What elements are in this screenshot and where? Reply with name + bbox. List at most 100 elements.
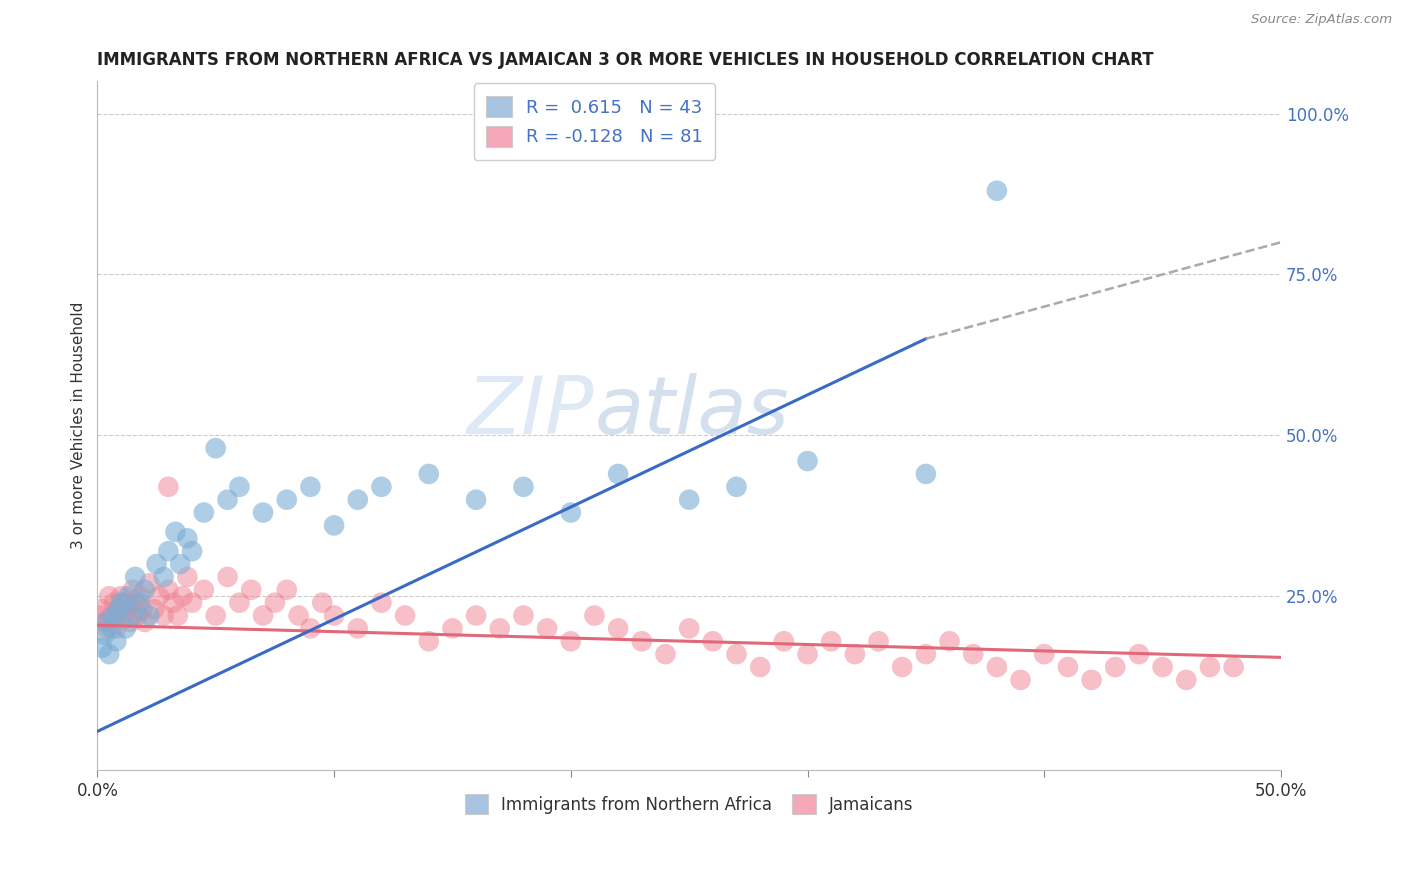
Point [252, 506, 274, 520]
Point [986, 660, 1008, 674]
Point [204, 441, 226, 455]
Point [117, 589, 139, 603]
Point [820, 634, 842, 648]
Point [252, 608, 274, 623]
Point [145, 557, 167, 571]
Point [488, 621, 510, 635]
Point [654, 647, 676, 661]
Point [1222, 660, 1244, 674]
Point [264, 596, 287, 610]
Point [107, 602, 129, 616]
Point [323, 518, 346, 533]
Point [346, 621, 368, 635]
Legend: Immigrants from Northern Africa, Jamaicans: Immigrants from Northern Africa, Jamaica… [454, 784, 924, 823]
Point [986, 184, 1008, 198]
Point [287, 608, 309, 623]
Point [138, 608, 160, 623]
Point [276, 582, 298, 597]
Point [193, 506, 215, 520]
Text: ZIP: ZIP [467, 373, 595, 450]
Point [193, 582, 215, 597]
Point [796, 647, 818, 661]
Point [217, 570, 239, 584]
Point [162, 596, 184, 610]
Point [120, 615, 142, 629]
Point [536, 621, 558, 635]
Point [228, 596, 250, 610]
Point [105, 621, 128, 635]
Point [131, 602, 153, 616]
Point [98, 589, 121, 603]
Point [346, 492, 368, 507]
Point [891, 660, 914, 674]
Point [172, 589, 194, 603]
Point [299, 621, 322, 635]
Point [394, 608, 416, 623]
Text: IMMIGRANTS FROM NORTHERN AFRICA VS JAMAICAN 3 OR MORE VEHICLES IN HOUSEHOLD CORR: IMMIGRANTS FROM NORTHERN AFRICA VS JAMAI… [97, 51, 1154, 69]
Text: atlas: atlas [595, 373, 789, 450]
Point [100, 621, 122, 635]
Point [157, 480, 180, 494]
Point [512, 608, 534, 623]
Point [630, 634, 652, 648]
Point [1175, 673, 1198, 687]
Point [560, 506, 582, 520]
Point [465, 608, 488, 623]
Point [121, 608, 143, 623]
Point [938, 634, 960, 648]
Point [1104, 660, 1126, 674]
Point [103, 608, 125, 623]
Point [583, 608, 606, 623]
Point [165, 524, 187, 539]
Point [152, 570, 174, 584]
Point [702, 634, 724, 648]
Point [176, 531, 198, 545]
Point [129, 589, 152, 603]
Point [107, 602, 129, 616]
Point [204, 608, 226, 623]
Point [129, 596, 152, 610]
Point [607, 621, 630, 635]
Point [512, 480, 534, 494]
Point [91, 640, 114, 655]
Point [152, 608, 174, 623]
Point [91, 602, 114, 616]
Point [370, 596, 392, 610]
Point [96, 621, 118, 635]
Y-axis label: 3 or more Vehicles in Household: 3 or more Vehicles in Household [72, 302, 86, 549]
Point [1010, 673, 1032, 687]
Point [725, 480, 748, 494]
Point [299, 480, 322, 494]
Point [114, 621, 136, 635]
Point [323, 608, 346, 623]
Point [110, 589, 132, 603]
Point [176, 570, 198, 584]
Point [962, 647, 984, 661]
Point [418, 634, 440, 648]
Point [124, 570, 146, 584]
Point [134, 615, 156, 629]
Point [1152, 660, 1174, 674]
Point [105, 634, 128, 648]
Point [157, 544, 180, 558]
Point [560, 634, 582, 648]
Point [121, 582, 143, 597]
Point [749, 660, 772, 674]
Point [103, 596, 125, 610]
Point [98, 647, 121, 661]
Point [157, 582, 180, 597]
Point [607, 467, 630, 481]
Point [110, 596, 132, 610]
Point [465, 492, 488, 507]
Point [100, 608, 122, 623]
Point [112, 608, 135, 623]
Point [868, 634, 890, 648]
Point [418, 467, 440, 481]
Point [124, 596, 146, 610]
Point [915, 647, 938, 661]
Point [678, 492, 700, 507]
Point [1057, 660, 1080, 674]
Point [96, 615, 118, 629]
Point [276, 492, 298, 507]
Point [772, 634, 794, 648]
